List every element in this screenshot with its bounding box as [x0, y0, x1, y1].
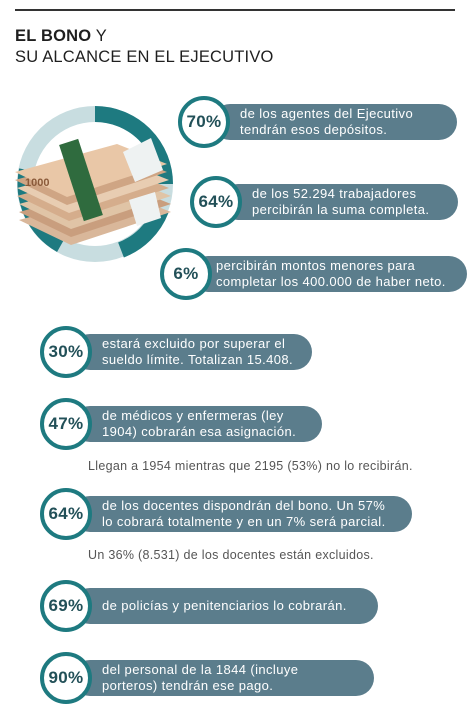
- stat-percent-2: 64%: [190, 176, 242, 228]
- stat-text: percibirán montos menores para: [216, 258, 416, 273]
- stat-percent-4: 30%: [40, 326, 92, 378]
- stat-text: estará excluido por superar el: [102, 336, 286, 351]
- stat-text: sueldo límite. Totalizan 15.408.: [102, 352, 294, 367]
- page-title: EL BONO Y SU ALCANCE EN EL EJECUTIVO: [15, 26, 274, 68]
- stat-pill-5: de médicos y enfermeras (ley 1904) cobra…: [72, 406, 322, 442]
- stat-percent-3: 6%: [160, 248, 212, 300]
- title-bold: EL BONO: [15, 27, 92, 45]
- banknote-value: 1000: [25, 177, 49, 189]
- stat-pill-4: estará excluido por superar el sueldo lí…: [72, 334, 312, 370]
- stat-pill-6: de los docentes dispondrán del bono. Un …: [72, 496, 412, 532]
- stat-percent-7: 69%: [40, 580, 92, 632]
- stat-pill-7: de policías y penitenciarios lo cobrarán…: [72, 588, 378, 624]
- stat-percent-1: 70%: [178, 96, 230, 148]
- stat-text: completar los 400.000 de haber neto.: [216, 274, 446, 289]
- stat-text: percibirán la suma completa.: [252, 202, 430, 217]
- stat-pill-2: de los 52.294 trabajadores percibirán la…: [220, 184, 458, 220]
- top-rule: [15, 9, 455, 11]
- title-rest: Y: [91, 27, 107, 45]
- stat-percent-6: 64%: [40, 488, 92, 540]
- stat-text: de policías y penitenciarios lo cobrarán…: [102, 598, 347, 613]
- stat-pill-3: percibirán montos menores para completar…: [190, 256, 467, 292]
- stat-pill-8: del personal de la 1844 (incluye portero…: [72, 660, 374, 696]
- stat-text: del personal de la 1844 (incluye: [102, 662, 299, 677]
- money-stack-icon: 1000: [15, 106, 173, 262]
- stat-text: de los 52.294 trabajadores: [252, 186, 417, 201]
- stat-text: de los docentes dispondrán del bono. Un …: [102, 498, 386, 513]
- stat-text: de médicos y enfermeras (ley: [102, 408, 284, 423]
- stat-text: tendrán esos depósitos.: [240, 122, 388, 137]
- stat-text: 1904) cobrarán esa asignación.: [102, 424, 297, 439]
- stat-text: porteros) tendrán ese pago.: [102, 678, 274, 693]
- title-line2: SU ALCANCE EN EL EJECUTIVO: [15, 48, 274, 66]
- stat-note-6: Un 36% (8.531) de los docentes están exc…: [88, 548, 374, 562]
- stat-text: de los agentes del Ejecutivo: [240, 106, 414, 121]
- stat-note-5: Llegan a 1954 mientras que 2195 (53%) no…: [88, 459, 413, 473]
- stat-pill-1: de los agentes del Ejecutivo tendrán eso…: [212, 104, 457, 140]
- stat-percent-5: 47%: [40, 398, 92, 450]
- stat-text: lo cobrará totalmente y en un 7% será pa…: [102, 514, 386, 529]
- stat-percent-8: 90%: [40, 652, 92, 704]
